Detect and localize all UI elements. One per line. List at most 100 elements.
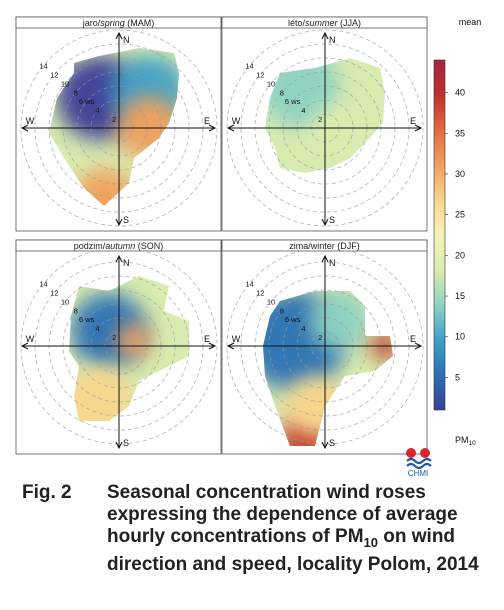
radial-tick-12: 12 (50, 288, 58, 297)
arrow-w (226, 124, 235, 132)
colorbar-tick-5: 5 (455, 372, 460, 382)
direction-label-e: E (410, 116, 416, 126)
radial-tick-2: 2 (112, 115, 116, 124)
colorbar-tick-15: 15 (455, 291, 465, 301)
arrow-w (20, 124, 29, 132)
chmi-logo: CHMI (398, 447, 438, 478)
arrow-w (226, 342, 235, 350)
panel-title: jaro/spring (MAM) (82, 18, 155, 28)
direction-label-n: N (329, 35, 336, 45)
colorbar-tick-20: 20 (455, 250, 465, 260)
panel-title-strip (15, 239, 222, 252)
arrow-w (20, 342, 29, 350)
radial-tick-10: 10 (61, 79, 69, 88)
radial-tick-10: 10 (61, 297, 69, 306)
arrow-n (115, 31, 123, 40)
radial-tick-14: 14 (39, 62, 47, 71)
panel-title: léto/summer (JJA) (288, 18, 361, 28)
panel-title-code: (JJA) (338, 18, 362, 28)
direction-label-w: W (26, 116, 35, 126)
figure-caption: Fig. 2 Seasonal concentration wind roses… (22, 482, 492, 576)
colorbar-label-main: PM (455, 435, 469, 445)
arrow-n (115, 254, 123, 263)
ring-14 (226, 251, 424, 445)
direction-label-e: E (204, 334, 210, 344)
radial-tick-6: 6 ws (79, 97, 95, 106)
caption-text-tail: on wind direction and speed, locality Po… (107, 526, 479, 575)
panel-title-strip (15, 16, 222, 29)
panel-title-main: zima/winter (289, 241, 337, 251)
panel-title-italic: spring (100, 18, 125, 28)
arrow-e (414, 342, 423, 350)
arrow-s (321, 218, 329, 227)
radial-tick-4: 4 (95, 106, 99, 115)
radial-tick-8: 8 (74, 88, 78, 97)
colorbar-bar (433, 59, 446, 411)
radial-tick-8: 8 (280, 306, 284, 315)
arrow-s (321, 441, 329, 450)
panel-title: zima/winter (DJF) (289, 241, 360, 251)
direction-label-n: N (329, 258, 336, 268)
colorbar-label: PM10 (455, 435, 476, 447)
radial-tick-14: 14 (245, 280, 253, 289)
panel-title-main: léto/ (288, 18, 306, 28)
direction-label-s: S (123, 215, 129, 225)
radial-tick-12: 12 (256, 70, 264, 79)
panel-title-code: (SON) (135, 241, 163, 251)
radial-tick-4: 4 (301, 324, 305, 333)
colorbar-tick-10: 10 (455, 332, 465, 342)
panel-title-italic: summer (305, 18, 339, 28)
panel-title-code: (DJF) (337, 241, 360, 251)
caption-subscript: 10 (363, 534, 378, 550)
arrow-e (414, 124, 423, 132)
direction-label-e: E (410, 334, 416, 344)
chmi-logo-text: CHMI (407, 469, 429, 478)
arrow-e (208, 342, 217, 350)
radial-tick-2: 2 (112, 333, 116, 342)
radial-tick-4: 4 (301, 106, 305, 115)
radial-tick-12: 12 (256, 288, 264, 297)
colorbar-tick-30: 30 (455, 169, 465, 179)
caption-text: Seasonal concentration wind roses expres… (107, 482, 492, 576)
colorbar-label-sub: 10 (469, 440, 477, 447)
direction-label-s: S (329, 438, 335, 448)
direction-label-w: W (232, 334, 241, 344)
panel-title-code: (MAM) (125, 18, 155, 28)
arrow-n (321, 254, 329, 263)
panel-title: podzim/autumn (SON) (74, 241, 164, 251)
direction-label-n: N (123, 35, 130, 45)
direction-label-w: W (232, 116, 241, 126)
panel-title-strip (221, 16, 428, 29)
direction-label-s: S (123, 438, 129, 448)
radial-tick-6: 6 ws (285, 315, 301, 324)
radial-tick-10: 10 (267, 79, 275, 88)
radial-tick-10: 10 (267, 297, 275, 306)
direction-label-e: E (204, 116, 210, 126)
colorbar-tick-25: 25 (455, 210, 465, 220)
radial-tick-12: 12 (50, 70, 58, 79)
ring-14 (226, 29, 424, 227)
arrow-s (115, 218, 123, 227)
radial-tick-14: 14 (39, 280, 47, 289)
arrow-s (115, 441, 123, 450)
colorbar-tick-40: 40 (455, 88, 465, 98)
direction-label-n: N (123, 258, 130, 268)
radial-tick-2: 2 (318, 115, 322, 124)
arrow-e (208, 124, 217, 132)
ring-14 (20, 29, 218, 227)
ring-14 (20, 251, 218, 445)
rose-zone-2 (116, 323, 152, 359)
direction-label-s: S (329, 215, 335, 225)
arrow-n (321, 31, 329, 40)
caption-text-main: Seasonal concentration wind roses expres… (107, 482, 458, 547)
radial-tick-6: 6 ws (79, 315, 95, 324)
radial-tick-14: 14 (245, 62, 253, 71)
direction-label-w: W (26, 334, 35, 344)
caption-label: Fig. 2 (22, 482, 72, 503)
